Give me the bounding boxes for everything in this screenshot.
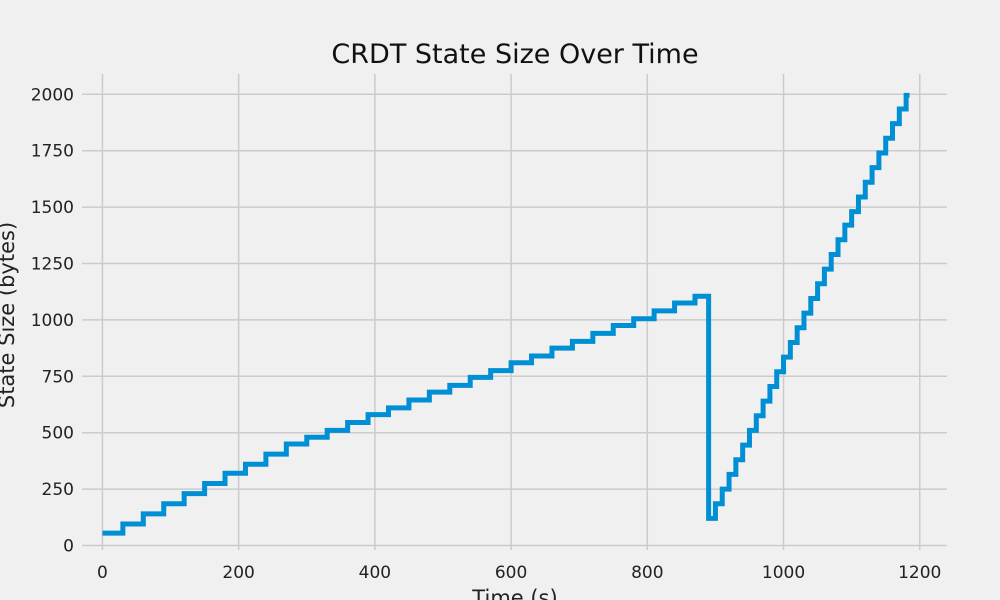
x-tick-label: 0 bbox=[97, 563, 108, 583]
chart-title: CRDT State Size Over Time bbox=[331, 39, 698, 70]
x-tick-label: 1200 bbox=[898, 563, 941, 583]
y-tick-label: 1500 bbox=[31, 198, 74, 218]
y-tick-label: 250 bbox=[42, 480, 74, 500]
x-tick-labels: 0 200 400 600 800 1000 1200 bbox=[97, 563, 941, 583]
x-tick-label: 800 bbox=[631, 563, 663, 583]
y-tick-label: 1250 bbox=[31, 254, 74, 274]
x-tick-label: 400 bbox=[359, 563, 391, 583]
x-tick-label: 1000 bbox=[762, 563, 805, 583]
x-tick-label: 600 bbox=[495, 563, 527, 583]
series-line bbox=[102, 92, 910, 536]
y-tick-label: 0 bbox=[63, 536, 74, 556]
y-tick-label: 2000 bbox=[31, 85, 74, 105]
x-axis-label: Time (s) bbox=[471, 586, 557, 600]
y-tick-labels: 0 250 500 750 1000 1250 1500 1750 2000 bbox=[31, 85, 74, 556]
x-tick-label: 200 bbox=[222, 563, 254, 583]
y-axis-label: State Size (bytes) bbox=[0, 222, 19, 408]
y-tick-label: 1750 bbox=[31, 142, 74, 162]
grid-layer bbox=[82, 74, 947, 550]
y-tick-label: 500 bbox=[42, 424, 74, 444]
y-tick-label: 750 bbox=[42, 367, 74, 387]
y-tick-label: 1000 bbox=[31, 311, 74, 331]
